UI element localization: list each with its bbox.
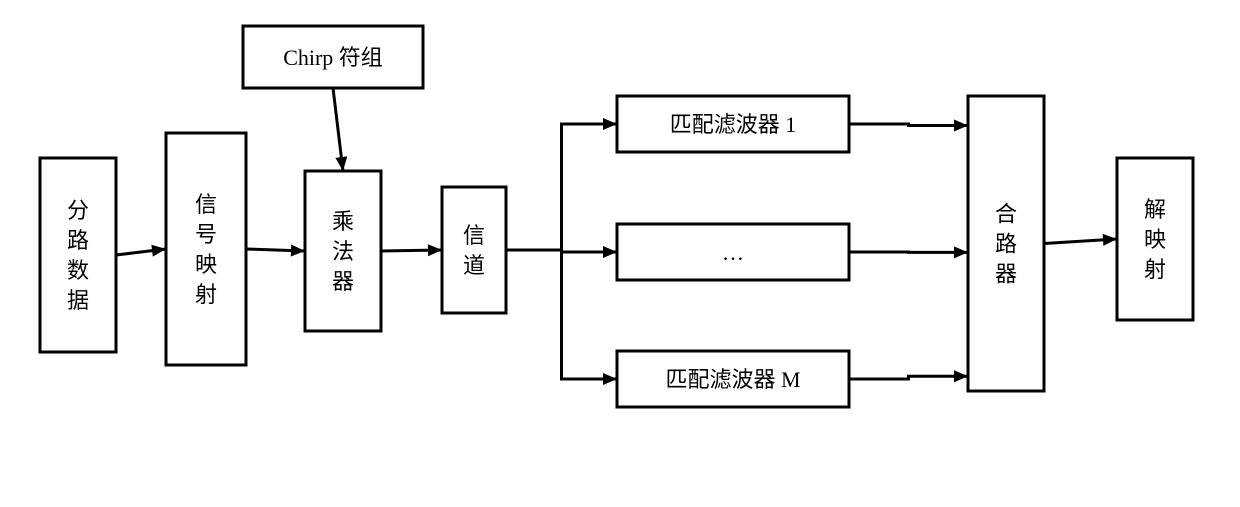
label: 射	[1144, 257, 1166, 282]
label: 道	[463, 253, 485, 278]
node-mfdots: …	[617, 224, 849, 280]
label: 映	[195, 252, 217, 277]
arrow-head	[603, 118, 617, 130]
node-mult: 乘法器	[305, 171, 381, 331]
label: 数	[67, 258, 89, 283]
label: 信	[463, 223, 485, 248]
node-mf1: 匹配滤波器 1	[617, 96, 849, 152]
label: 解	[1144, 197, 1166, 222]
label: 匹配滤波器 1	[670, 112, 797, 137]
label: 号	[195, 222, 217, 247]
node-chan: 信道	[442, 187, 506, 313]
node-mux: 合路器	[968, 96, 1044, 391]
arrow-head	[954, 120, 968, 132]
arrow-head	[954, 370, 968, 382]
node-chirp: Chirp 符组	[243, 26, 423, 88]
arrow-head	[954, 246, 968, 258]
arrow	[849, 124, 968, 126]
label: 路	[67, 228, 89, 253]
node-split: 分路数据	[40, 158, 116, 352]
arrow	[849, 376, 968, 379]
node-mfM: 匹配滤波器 M	[617, 351, 849, 407]
label: 器	[332, 269, 354, 294]
arrow	[506, 124, 617, 250]
arrow-head	[603, 246, 617, 258]
label: 分	[67, 198, 89, 223]
label: 合	[995, 202, 1017, 227]
label: Chirp 符组	[283, 45, 383, 70]
label: 乘	[332, 209, 354, 234]
label: 射	[195, 282, 217, 307]
arrow-head	[603, 373, 617, 385]
label: 器	[995, 262, 1017, 287]
arrow-head	[1103, 234, 1117, 246]
label: 映	[1144, 227, 1166, 252]
label: 据	[67, 288, 89, 313]
node-demap: 解映射	[1117, 158, 1193, 320]
label: 匹配滤波器 M	[665, 367, 800, 392]
arrow-head	[291, 245, 305, 257]
label: 信	[195, 192, 217, 217]
label: 路	[995, 232, 1017, 257]
node-map: 信号映射	[166, 133, 246, 365]
arrow-head	[428, 244, 442, 256]
arrow	[506, 250, 617, 379]
label: …	[722, 240, 744, 265]
label: 法	[332, 239, 354, 264]
